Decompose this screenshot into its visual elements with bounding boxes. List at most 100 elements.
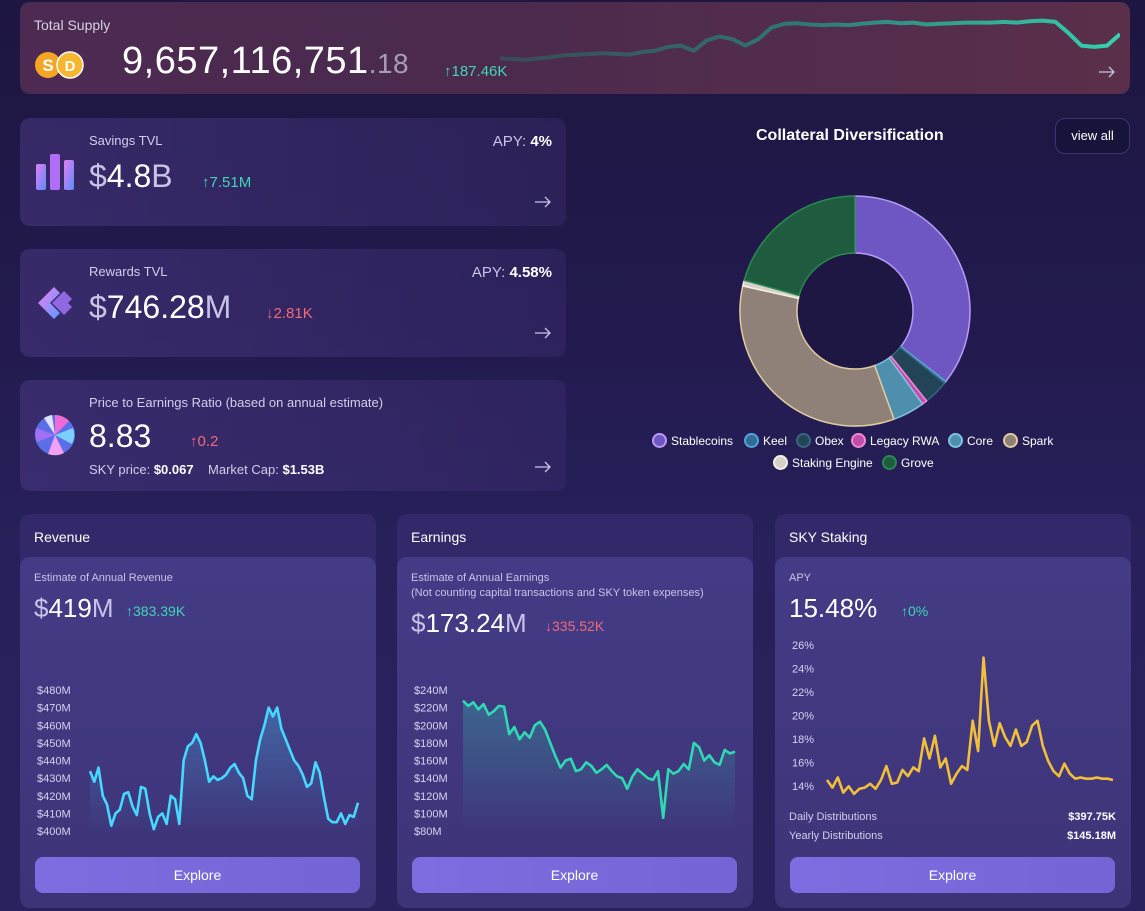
yearly-distributions-value: $145.18M: [1067, 830, 1116, 842]
y-tick-label: $430M: [37, 773, 71, 785]
rewards-value: $746.28M: [89, 289, 232, 325]
earnings-explore-button[interactable]: Explore: [412, 857, 737, 893]
yearly-distributions-label: Yearly Distributions: [789, 830, 883, 842]
y-tick-label: $240M: [414, 685, 448, 697]
pe-title: Price to Earnings Ratio (based on annual…: [89, 395, 384, 410]
chart-series-line: [825, 656, 1114, 796]
pe-pinwheel-icon: [35, 415, 75, 456]
rewards-tvl-card[interactable]: Rewards TVL APY: 4.58% $746.28M ↓2.81K: [20, 249, 566, 357]
donut-slice-stablecoins[interactable]: [854, 195, 971, 383]
legend-dot: [744, 433, 759, 448]
staking-explore-button[interactable]: Explore: [790, 857, 1115, 893]
rewards-apy: APY: 4.58%: [471, 264, 552, 281]
earnings-chart: $240M $220M $200M $180M $160M $140M $120M $100M…: [414, 685, 736, 838]
y-tick-label: 20%: [792, 711, 814, 723]
staking-apy-chart: 26% 24% 22% 20% 18% 16% 14%: [792, 640, 1114, 796]
savings-value: $4.8B: [89, 158, 173, 194]
rewards-title: Rewards TVL: [89, 264, 168, 279]
legend-dot: [796, 433, 811, 448]
y-tick-label: $160M: [414, 756, 448, 768]
y-tick-label: $440M: [37, 756, 71, 768]
legend-dot: [882, 455, 897, 470]
savings-title: Savings TVL: [89, 133, 163, 148]
arrow-right-icon[interactable]: [534, 461, 552, 473]
rewards-change: ↓2.81K: [266, 305, 313, 322]
chart-area-fill: [90, 707, 358, 831]
arrow-right-icon[interactable]: [534, 196, 552, 208]
legend-spark[interactable]: Spark: [1003, 433, 1053, 448]
y-tick-label: $200M: [414, 720, 448, 732]
legend-grove[interactable]: Grove: [882, 455, 934, 470]
legend-dot: [948, 433, 963, 448]
legend-dot: [1003, 433, 1018, 448]
pe-value: 8.83: [89, 418, 152, 454]
usds-dai-coins-icon: S D: [35, 51, 84, 79]
daily-distributions-label: Daily Distributions: [789, 811, 878, 823]
y-tick-label: 16%: [792, 758, 814, 770]
y-tick-label: $80M: [414, 826, 442, 838]
staking-subtitle: APY: [789, 572, 812, 584]
revenue-panel: Revenue $480M $470M $460M $450M $440M $430M $4…: [20, 514, 376, 908]
total-supply-label: Total Supply: [34, 17, 111, 33]
y-tick-label: $400M: [37, 826, 71, 838]
view-all-button[interactable]: view all: [1055, 118, 1130, 154]
legend-obex[interactable]: Obex: [796, 433, 844, 448]
earnings-value: $173.24M: [411, 608, 527, 638]
y-tick-label: 18%: [792, 734, 814, 746]
legend-dot: [652, 433, 667, 448]
savings-change: ↑7.51M: [202, 174, 252, 191]
chart-series-line: [462, 699, 736, 820]
daily-distributions-value: $397.75K: [1068, 811, 1116, 823]
legend-dot: [851, 433, 866, 448]
staking-title: SKY Staking: [789, 529, 868, 545]
savings-bars-icon: [36, 154, 74, 190]
legend-core[interactable]: Core: [948, 433, 993, 448]
total-supply-trend-chart: [500, 18, 1120, 62]
arrow-right-icon[interactable]: [534, 327, 552, 339]
total-supply-trend-line: [500, 18, 1120, 62]
legend-stablecoins[interactable]: Stablecoins: [652, 433, 733, 448]
revenue-explore-button[interactable]: Explore: [35, 857, 360, 893]
y-tick-label: $140M: [414, 773, 448, 785]
revenue-title: Revenue: [34, 529, 91, 545]
collateral-donut-chart: [739, 195, 971, 427]
collateral-title: Collateral Diversification: [756, 127, 944, 144]
chart-series-line: [88, 706, 360, 831]
staking-panel: SKY Staking 26% 24% 22% 20% 18% 16% 14% APY 15…: [775, 514, 1131, 908]
y-tick-label: $420M: [37, 791, 71, 803]
y-tick-label: $460M: [37, 720, 71, 732]
chart-area-fill: [463, 700, 735, 831]
total-supply-card[interactable]: Total Supply S D 9,657,116,751.18 ↑187.4…: [20, 2, 1130, 94]
legend-legacy-rwa[interactable]: Legacy RWA: [851, 433, 939, 448]
revenue-change: ↑383.39K: [126, 603, 186, 619]
donut-slice-grove[interactable]: [743, 195, 856, 297]
y-tick-label: $120M: [414, 791, 448, 803]
pe-details: SKY price: $0.067 Market Cap: $1.53B: [89, 462, 325, 477]
earnings-change: ↓335.52K: [545, 618, 605, 634]
y-tick-label: $180M: [414, 738, 448, 750]
y-tick-label: $450M: [37, 738, 71, 750]
arrow-right-icon[interactable]: [1098, 66, 1116, 78]
y-tick-label: $470M: [37, 703, 71, 715]
rewards-chevrons-icon: [38, 287, 72, 319]
svg-text:D: D: [65, 58, 76, 75]
revenue-chart: $480M $470M $460M $450M $440M $430M $420M $410M…: [37, 685, 360, 838]
y-tick-label: 24%: [792, 664, 814, 676]
donut-slice-spark[interactable]: [739, 285, 895, 427]
legend-staking-engine[interactable]: Staking Engine: [773, 455, 873, 470]
earnings-subtitle: Estimate of Annual Earnings (Not counting…: [411, 572, 704, 599]
y-tick-label: $480M: [37, 685, 71, 697]
donut-hole: [798, 254, 912, 368]
y-tick-label: $220M: [414, 703, 448, 715]
staking-value: 15.48%: [789, 593, 878, 623]
total-supply-change: ↑187.46K: [444, 63, 508, 80]
savings-apy: APY: 4%: [492, 133, 552, 150]
staking-inner: 26% 24% 22% 20% 18% 16% 14% APY 15.48% ↑0% Dai…: [775, 557, 1131, 908]
pe-ratio-card[interactable]: Price to Earnings Ratio (based on annual…: [20, 380, 566, 491]
y-tick-label: 22%: [792, 687, 814, 699]
revenue-value: $419M: [34, 593, 114, 623]
y-tick-label: $410M: [37, 808, 71, 820]
savings-tvl-card[interactable]: Savings TVL APY: 4% $4.8B ↑7.51M: [20, 118, 566, 226]
revenue-subtitle: Estimate of Annual Revenue: [34, 572, 173, 584]
legend-keel[interactable]: Keel: [744, 433, 787, 448]
